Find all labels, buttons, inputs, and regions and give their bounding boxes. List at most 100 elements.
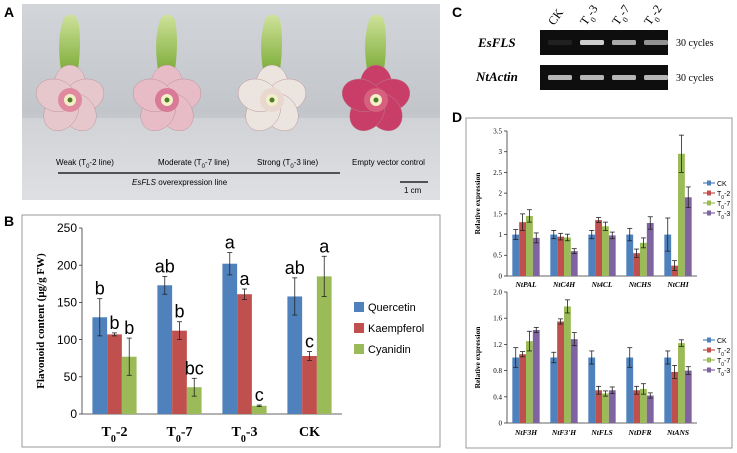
gel-band-esfls bbox=[548, 40, 572, 45]
flower-tube bbox=[261, 14, 282, 71]
legend-label-main: Kaempferol bbox=[368, 323, 424, 335]
legend-label: T0-7 bbox=[717, 201, 730, 211]
bar bbox=[526, 215, 533, 276]
gel-lane-label: T0-7 bbox=[609, 2, 636, 30]
flower-stigma bbox=[67, 97, 73, 103]
category-label-main: T bbox=[166, 425, 176, 440]
legend-label-main: T bbox=[717, 201, 722, 208]
legend-label-main: T bbox=[717, 211, 722, 218]
significance-letter: b bbox=[174, 302, 184, 322]
bar bbox=[664, 234, 672, 276]
bar bbox=[172, 330, 187, 414]
y-axis-title: Relative expression bbox=[473, 172, 482, 235]
category-label: T0-3 bbox=[231, 425, 257, 445]
legend-label-sub: 0 bbox=[721, 372, 724, 378]
bar bbox=[564, 237, 571, 276]
category-label-sub: 0 bbox=[176, 434, 181, 445]
legend-label-post: -3 bbox=[724, 211, 730, 218]
bar bbox=[557, 321, 564, 423]
bar bbox=[512, 234, 520, 276]
bar bbox=[570, 339, 578, 423]
significance-letter: a bbox=[239, 269, 250, 289]
bar bbox=[121, 356, 137, 414]
gel-band-esfls bbox=[612, 40, 636, 45]
photo-table-surface bbox=[22, 118, 440, 200]
bar bbox=[550, 357, 558, 423]
legend-label-main: T bbox=[717, 358, 722, 365]
bar bbox=[512, 357, 520, 423]
category-label: NtPAL bbox=[514, 280, 537, 289]
y-tick-label: 3 bbox=[499, 148, 503, 156]
gel-lane-label-post: -7 bbox=[615, 2, 632, 18]
panel-a-photo: Weak (T0-2 line) Moderate (T0-7 line) St… bbox=[22, 4, 440, 200]
bar bbox=[664, 357, 672, 423]
y-tick-label: 100 bbox=[57, 333, 77, 347]
category-label: Nt4CL bbox=[591, 280, 613, 289]
bar bbox=[526, 341, 533, 423]
legend-label: T0-2 bbox=[717, 348, 730, 358]
significance-letter: b bbox=[95, 279, 105, 299]
category-label-sub: 0 bbox=[111, 434, 116, 445]
flower-label-control: Empty vector control bbox=[352, 158, 425, 167]
gel-band-esfls bbox=[644, 40, 668, 45]
bar bbox=[671, 371, 678, 423]
bar bbox=[640, 388, 647, 423]
bar bbox=[316, 276, 332, 414]
gel-lane-label: CK bbox=[545, 6, 566, 28]
bar bbox=[557, 236, 564, 276]
significance-letter: ab bbox=[155, 256, 175, 276]
y-tick-label: 2 bbox=[499, 190, 503, 198]
legend-label-main: CK bbox=[717, 338, 727, 345]
panel-letter-a: A bbox=[4, 4, 14, 20]
bar bbox=[640, 242, 647, 276]
y-tick-label: 1 bbox=[499, 231, 503, 239]
panel-letter-c: C bbox=[452, 4, 462, 20]
category-label: NtANS bbox=[666, 428, 689, 437]
legend-swatch bbox=[707, 357, 711, 363]
bar bbox=[157, 285, 173, 414]
flower-stigma bbox=[164, 97, 170, 103]
significance-letter: a bbox=[319, 236, 330, 256]
bar bbox=[602, 226, 609, 276]
gel-lane-label-post: -2 bbox=[647, 2, 664, 18]
legend-label-post: -2 bbox=[724, 191, 730, 198]
gel-row-gene-esfls: EsFLS bbox=[477, 35, 516, 50]
y-tick-label: 1.5 bbox=[493, 210, 502, 218]
gel-cycles-ntactin: 30 cycles bbox=[676, 73, 714, 84]
y-tick-label: 150 bbox=[57, 296, 77, 310]
category-label-main: CK bbox=[299, 425, 320, 440]
significance-letter: bc bbox=[185, 358, 204, 378]
legend-label-sub: 0 bbox=[721, 205, 724, 211]
legend-label: T0-7 bbox=[717, 358, 730, 368]
gel-band-esfls bbox=[580, 40, 604, 45]
bar bbox=[532, 237, 540, 276]
y-tick-label: 50 bbox=[64, 370, 78, 384]
y-axis-title: Relative expression bbox=[473, 326, 482, 389]
category-label: NtDFR bbox=[628, 428, 652, 437]
legend-label-main: T bbox=[717, 348, 722, 355]
gel-band-ntactin bbox=[644, 75, 668, 80]
legend-swatch bbox=[354, 323, 364, 333]
gel-lane-label: T0-3 bbox=[577, 2, 604, 30]
gel-lane-label-main: CK bbox=[545, 6, 566, 28]
y-tick-label: 0 bbox=[499, 419, 503, 427]
legend-label: T0-2 bbox=[717, 191, 730, 201]
category-label: NtCHI bbox=[666, 280, 689, 289]
significance-letter: ab bbox=[285, 258, 305, 278]
gel-lane-label-sub: 0 bbox=[652, 15, 662, 23]
bar bbox=[602, 393, 609, 423]
bar bbox=[287, 296, 303, 414]
flower-stigma bbox=[373, 97, 379, 103]
y-tick-label: 0 bbox=[499, 272, 503, 280]
gel-lane-label-sub: 0 bbox=[620, 15, 630, 23]
flower-label-moderate: Moderate (T0-7 line) bbox=[158, 158, 230, 170]
legend-swatch bbox=[707, 210, 711, 216]
legend-label: T0-3 bbox=[717, 368, 730, 378]
legend-label-sub: 0 bbox=[721, 352, 724, 358]
category-label-post: -3 bbox=[246, 425, 258, 440]
flower-1 bbox=[132, 64, 202, 132]
legend-label-sub: 0 bbox=[721, 362, 724, 368]
legend-label-post: -7 bbox=[724, 358, 730, 365]
legend-swatch bbox=[707, 337, 711, 343]
